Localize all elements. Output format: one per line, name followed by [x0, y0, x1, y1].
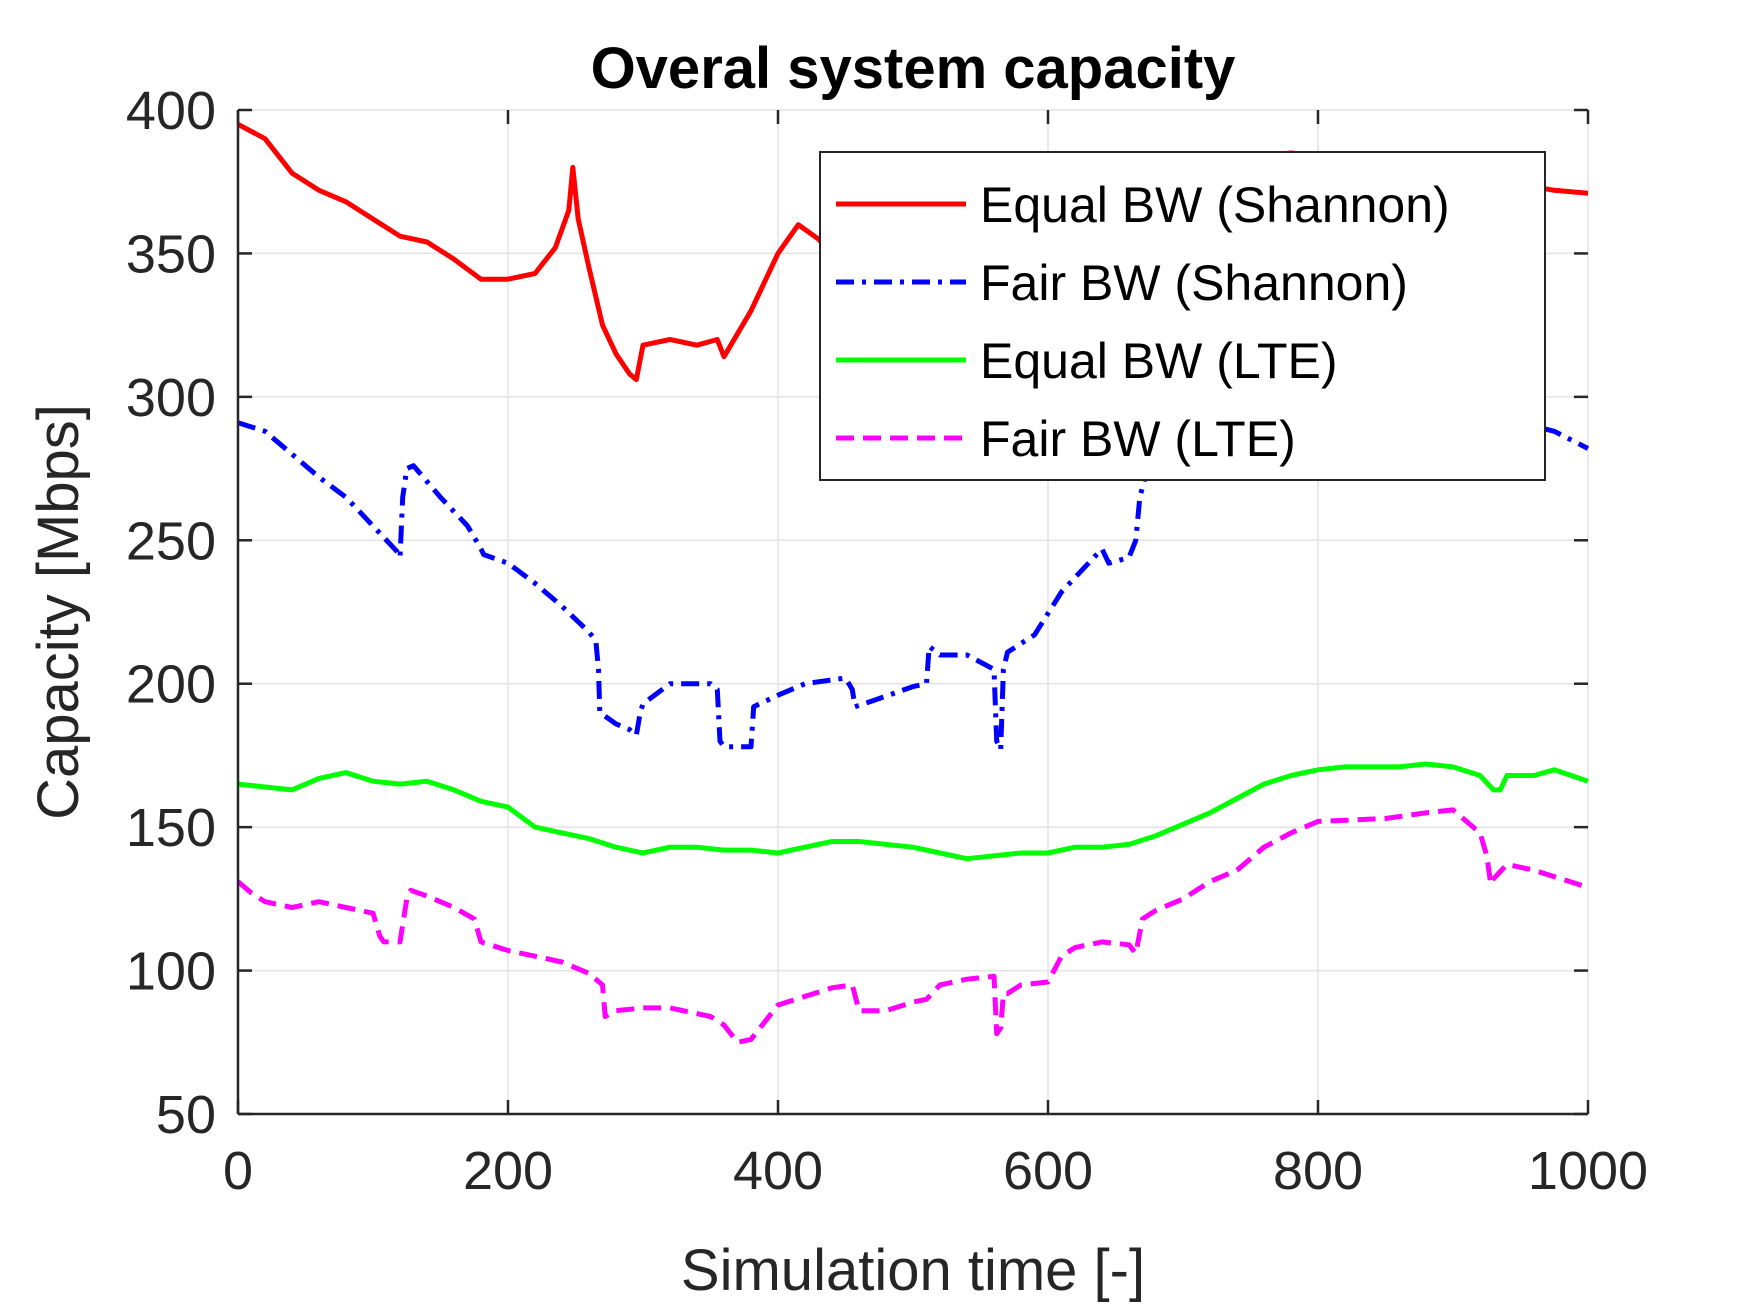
- x-ticks: 0 200 400 600 800 1000: [223, 110, 1648, 1201]
- legend-box: [819, 151, 1546, 481]
- y-axis-title: Capacity [Mbps]: [26, 404, 91, 820]
- chart-title: Overal system capacity: [591, 36, 1236, 101]
- x-tick-label: 600: [1003, 1141, 1093, 1201]
- legend-label: Equal BW (Shannon): [980, 177, 1450, 233]
- legend: Equal BW (Shannon) Fair BW (Shannon) Equal…: [819, 151, 1546, 481]
- x-tick-label: 800: [1273, 1141, 1363, 1201]
- legend-label: Fair BW (LTE): [980, 411, 1296, 467]
- legend-label: Equal BW (LTE): [980, 333, 1338, 389]
- series-line-2: [237, 417, 1590, 753]
- x-axis-title: Simulation time [-]: [681, 1238, 1145, 1303]
- legend-label: Fair BW (Shannon): [980, 255, 1408, 311]
- x-tick-label: 400: [733, 1141, 823, 1201]
- axes: [236, 110, 1588, 1116]
- y-tick-label: 100: [126, 942, 216, 1002]
- y-ticks: 50 100 150 200 250 300 350 400: [126, 81, 1588, 1145]
- y-tick-label: 150: [126, 798, 216, 858]
- series-line-3: [237, 761, 1589, 862]
- x-tick-label: 0: [223, 1141, 253, 1201]
- y-tick-label: 200: [126, 655, 216, 715]
- x-tick-label: 1000: [1528, 1141, 1648, 1201]
- series-line-4: [236, 807, 1589, 1045]
- y-tick-label: 400: [126, 81, 216, 141]
- y-tick-label: 50: [156, 1085, 216, 1145]
- y-tick-label: 350: [126, 224, 216, 284]
- y-tick-label: 250: [126, 511, 216, 571]
- y-tick-label: 300: [126, 368, 216, 428]
- x-tick-label: 200: [463, 1141, 553, 1201]
